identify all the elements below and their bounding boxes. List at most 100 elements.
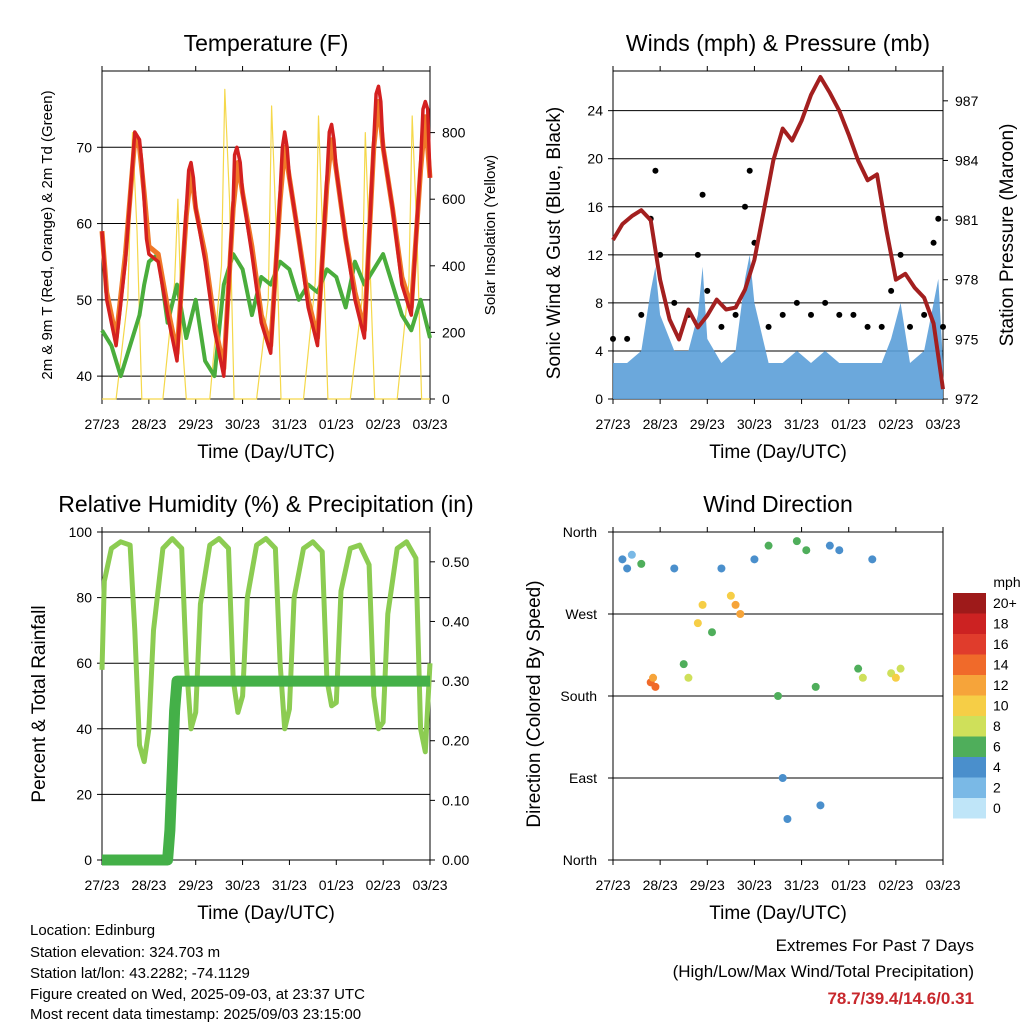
x-tick-label: 03/23 bbox=[412, 416, 447, 432]
footer-created: Figure created on Wed, 2025-09-03, at 23… bbox=[30, 986, 365, 1003]
y-tick-label: North bbox=[563, 524, 597, 540]
chart-title: Wind Direction bbox=[703, 491, 853, 517]
chart-title: Relative Humidity (%) & Precipitation (i… bbox=[58, 491, 473, 517]
x-tick-label: 27/23 bbox=[84, 877, 119, 893]
series-rainfall-line bbox=[102, 675, 430, 866]
x-tick-label: 30/23 bbox=[737, 877, 772, 893]
legend-label: 6 bbox=[993, 739, 1001, 755]
direction-point bbox=[726, 591, 735, 600]
direction-point bbox=[637, 559, 646, 568]
direction-point bbox=[698, 600, 707, 609]
gust-point bbox=[850, 311, 857, 318]
gust-point bbox=[888, 287, 895, 294]
direction-point bbox=[792, 537, 801, 546]
x-tick-label: 01/23 bbox=[831, 877, 866, 893]
y2-tick-label: 200 bbox=[442, 324, 466, 340]
y-tick-label: 60 bbox=[76, 655, 92, 671]
y2-axis-label: Solar Insolation (Yellow) bbox=[482, 155, 499, 315]
direction-point bbox=[684, 673, 693, 682]
direction-point bbox=[774, 692, 782, 700]
gust-point bbox=[746, 167, 753, 174]
legend-swatch bbox=[953, 798, 986, 819]
x-axis-label: Time (Day/UTC) bbox=[709, 442, 847, 463]
x-tick-label: 01/23 bbox=[319, 416, 354, 432]
x-tick-label: 28/23 bbox=[643, 877, 678, 893]
y2-tick-label: 987 bbox=[955, 93, 979, 109]
y-tick-label: 60 bbox=[76, 216, 92, 232]
footer-latlon: Station lat/lon: 43.2282; -74.1129 bbox=[30, 965, 250, 982]
direction-point bbox=[868, 555, 877, 564]
legend-swatch bbox=[953, 654, 986, 675]
legend-swatch bbox=[953, 613, 986, 634]
direction-point bbox=[778, 774, 787, 782]
gust-point bbox=[694, 251, 701, 258]
direction-point bbox=[750, 555, 759, 564]
x-axis-label: Time (Day/UTC) bbox=[709, 903, 847, 924]
legend-swatch bbox=[953, 675, 986, 696]
x-tick-label: 01/23 bbox=[831, 416, 866, 432]
gust-point bbox=[699, 191, 706, 198]
x-tick-label: 30/23 bbox=[737, 416, 772, 432]
y-axis-label: Sonic Wind & Gust (Blue, Black) bbox=[544, 107, 565, 379]
x-tick-label: 28/23 bbox=[131, 416, 166, 432]
y-tick-label: 50 bbox=[76, 292, 92, 308]
y-tick-label: 20 bbox=[76, 786, 92, 802]
legend-swatch bbox=[953, 736, 986, 757]
direction-point bbox=[854, 664, 863, 673]
y-tick-label: 0 bbox=[84, 852, 92, 868]
y-tick-label: South bbox=[560, 688, 597, 704]
y2-tick-label: 400 bbox=[442, 258, 466, 274]
direction-point bbox=[736, 610, 745, 618]
y2-tick-label: 0.20 bbox=[442, 733, 469, 749]
x-tick-label: 27/23 bbox=[84, 416, 119, 432]
gust-point bbox=[779, 311, 786, 318]
gust-point bbox=[808, 311, 814, 318]
gust-point bbox=[732, 311, 739, 318]
legend-label: 16 bbox=[993, 636, 1009, 652]
gust-point bbox=[638, 311, 645, 318]
x-tick-label: 02/23 bbox=[366, 877, 401, 893]
direction-point bbox=[783, 815, 792, 823]
y-tick-label: 8 bbox=[595, 295, 603, 311]
direction-point bbox=[649, 673, 658, 682]
x-tick-label: 03/23 bbox=[925, 877, 960, 893]
gust-point bbox=[940, 323, 946, 330]
direction-point bbox=[835, 546, 844, 555]
legend-swatch bbox=[953, 777, 986, 798]
y2-tick-label: 0.50 bbox=[442, 554, 469, 570]
gust-point bbox=[718, 323, 725, 330]
gust-point bbox=[610, 335, 616, 342]
gust-point bbox=[652, 167, 659, 174]
direction-point bbox=[651, 682, 660, 691]
y2-tick-label: 600 bbox=[442, 191, 466, 207]
y-tick-label: East bbox=[569, 770, 597, 786]
footer-elevation: Station elevation: 324.703 m bbox=[30, 944, 221, 961]
gust-point bbox=[657, 251, 664, 258]
direction-point bbox=[708, 628, 716, 637]
gust-point bbox=[897, 251, 904, 258]
x-tick-label: 31/23 bbox=[784, 416, 819, 432]
x-tick-label: 02/23 bbox=[878, 416, 913, 432]
direction-point bbox=[891, 673, 900, 682]
x-tick-label: 28/23 bbox=[131, 877, 166, 893]
y-tick-label: 40 bbox=[76, 721, 92, 737]
gust-point bbox=[930, 239, 937, 246]
direction-point bbox=[717, 564, 726, 573]
gust-point bbox=[864, 323, 871, 330]
y2-tick-label: 0.40 bbox=[442, 613, 469, 629]
legend-title: mph bbox=[993, 574, 1020, 590]
gust-point bbox=[793, 299, 800, 306]
gust-point bbox=[671, 299, 678, 306]
chart-title: Temperature (F) bbox=[184, 30, 349, 56]
x-axis-label: Time (Day/UTC) bbox=[197, 903, 335, 924]
legend-label: 8 bbox=[993, 718, 1001, 734]
y2-tick-label: 984 bbox=[955, 152, 979, 168]
x-tick-label: 30/23 bbox=[225, 416, 260, 432]
legend-label: 14 bbox=[993, 657, 1009, 673]
gust-point bbox=[765, 323, 772, 330]
x-tick-label: 03/23 bbox=[925, 416, 960, 432]
legend-swatch bbox=[953, 593, 986, 614]
y-tick-label: 4 bbox=[595, 343, 603, 359]
extremes-values: 78.7/39.4/14.6/0.31 bbox=[827, 989, 974, 1008]
